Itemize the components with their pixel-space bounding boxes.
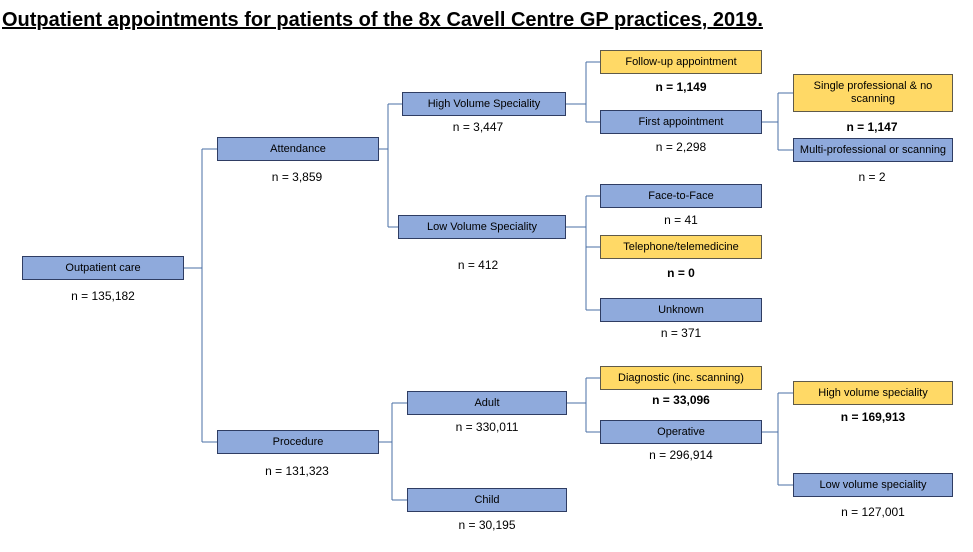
node-face-to-face-label: Face-to-Face <box>648 189 714 202</box>
node-adult: Adult <box>407 391 567 415</box>
node-telephone-telemedicine-label: Telephone/telemedicine <box>623 240 739 253</box>
node-single-professional-count: n = 1,147 <box>846 120 898 134</box>
node-outpatient-care-count: n = 135,182 <box>71 289 135 303</box>
node-unknown: Unknown <box>600 298 762 322</box>
node-single-professional-label: Single professional & no scanning <box>813 80 933 105</box>
node-face-to-face: Face-to-Face <box>600 184 762 208</box>
node-outpatient-care-label: Outpatient care <box>65 261 141 274</box>
node-single-professional: Single professional & no scanning <box>793 74 953 112</box>
node-proc-high-volume-speciality-count: n = 169,913 <box>840 410 906 424</box>
node-high-volume-speciality: High Volume Speciality <box>402 92 566 116</box>
node-low-volume-speciality: Low Volume Speciality <box>398 215 566 239</box>
node-outpatient-care: Outpatient care <box>22 256 184 280</box>
page-title: Outpatient appointments for patients of … <box>2 9 763 31</box>
node-adult-label: Adult <box>474 396 500 409</box>
node-diagnostic-label: Diagnostic (inc. scanning) <box>618 371 744 384</box>
node-follow-up-appointment-label: Follow-up appointment <box>625 55 737 68</box>
node-multi-professional: Multi-professional or scanning <box>793 138 953 162</box>
node-multi-professional-count: n = 2 <box>858 170 886 184</box>
node-operative-label: Operative <box>657 425 705 438</box>
node-first-appointment-count: n = 2,298 <box>655 140 707 154</box>
node-follow-up-appointment-count: n = 1,149 <box>655 80 707 94</box>
node-procedure: Procedure <box>217 430 379 454</box>
node-proc-low-volume-speciality-label: Low volume speciality <box>819 478 927 491</box>
node-operative-count: n = 296,914 <box>649 448 713 462</box>
node-attendance: Attendance <box>217 137 379 161</box>
node-child-label: Child <box>474 493 500 506</box>
node-child: Child <box>407 488 567 512</box>
node-high-volume-speciality-count: n = 3,447 <box>452 120 504 134</box>
node-proc-high-volume-speciality: High volume speciality <box>793 381 953 405</box>
node-adult-count: n = 330,011 <box>455 420 519 434</box>
node-proc-low-volume-speciality: Low volume speciality <box>793 473 953 497</box>
node-proc-high-volume-speciality-label: High volume speciality <box>818 386 928 399</box>
node-attendance-count: n = 3,859 <box>271 170 323 184</box>
node-low-volume-speciality-label: Low Volume Speciality <box>426 220 538 233</box>
node-diagnostic-count: n = 33,096 <box>652 393 710 407</box>
node-unknown-count: n = 371 <box>660 326 702 340</box>
node-high-volume-speciality-label: High Volume Speciality <box>427 97 541 110</box>
node-low-volume-speciality-count: n = 412 <box>457 258 499 272</box>
node-face-to-face-count: n = 41 <box>664 213 698 227</box>
node-first-appointment: First appointment <box>600 110 762 134</box>
node-attendance-label: Attendance <box>270 142 326 155</box>
node-operative: Operative <box>600 420 762 444</box>
node-first-appointment-label: First appointment <box>638 115 724 128</box>
node-telephone-telemedicine: Telephone/telemedicine <box>600 235 762 259</box>
node-child-count: n = 30,195 <box>458 518 516 532</box>
node-follow-up-appointment: Follow-up appointment <box>600 50 762 74</box>
node-procedure-label: Procedure <box>272 435 324 448</box>
node-unknown-label: Unknown <box>658 303 704 316</box>
node-diagnostic: Diagnostic (inc. scanning) <box>600 366 762 390</box>
node-procedure-count: n = 131,323 <box>265 464 329 478</box>
node-multi-professional-label: Multi-professional or scanning <box>799 143 947 156</box>
node-telephone-telemedicine-count: n = 0 <box>667 266 695 280</box>
node-proc-low-volume-speciality-count: n = 127,001 <box>841 505 905 519</box>
